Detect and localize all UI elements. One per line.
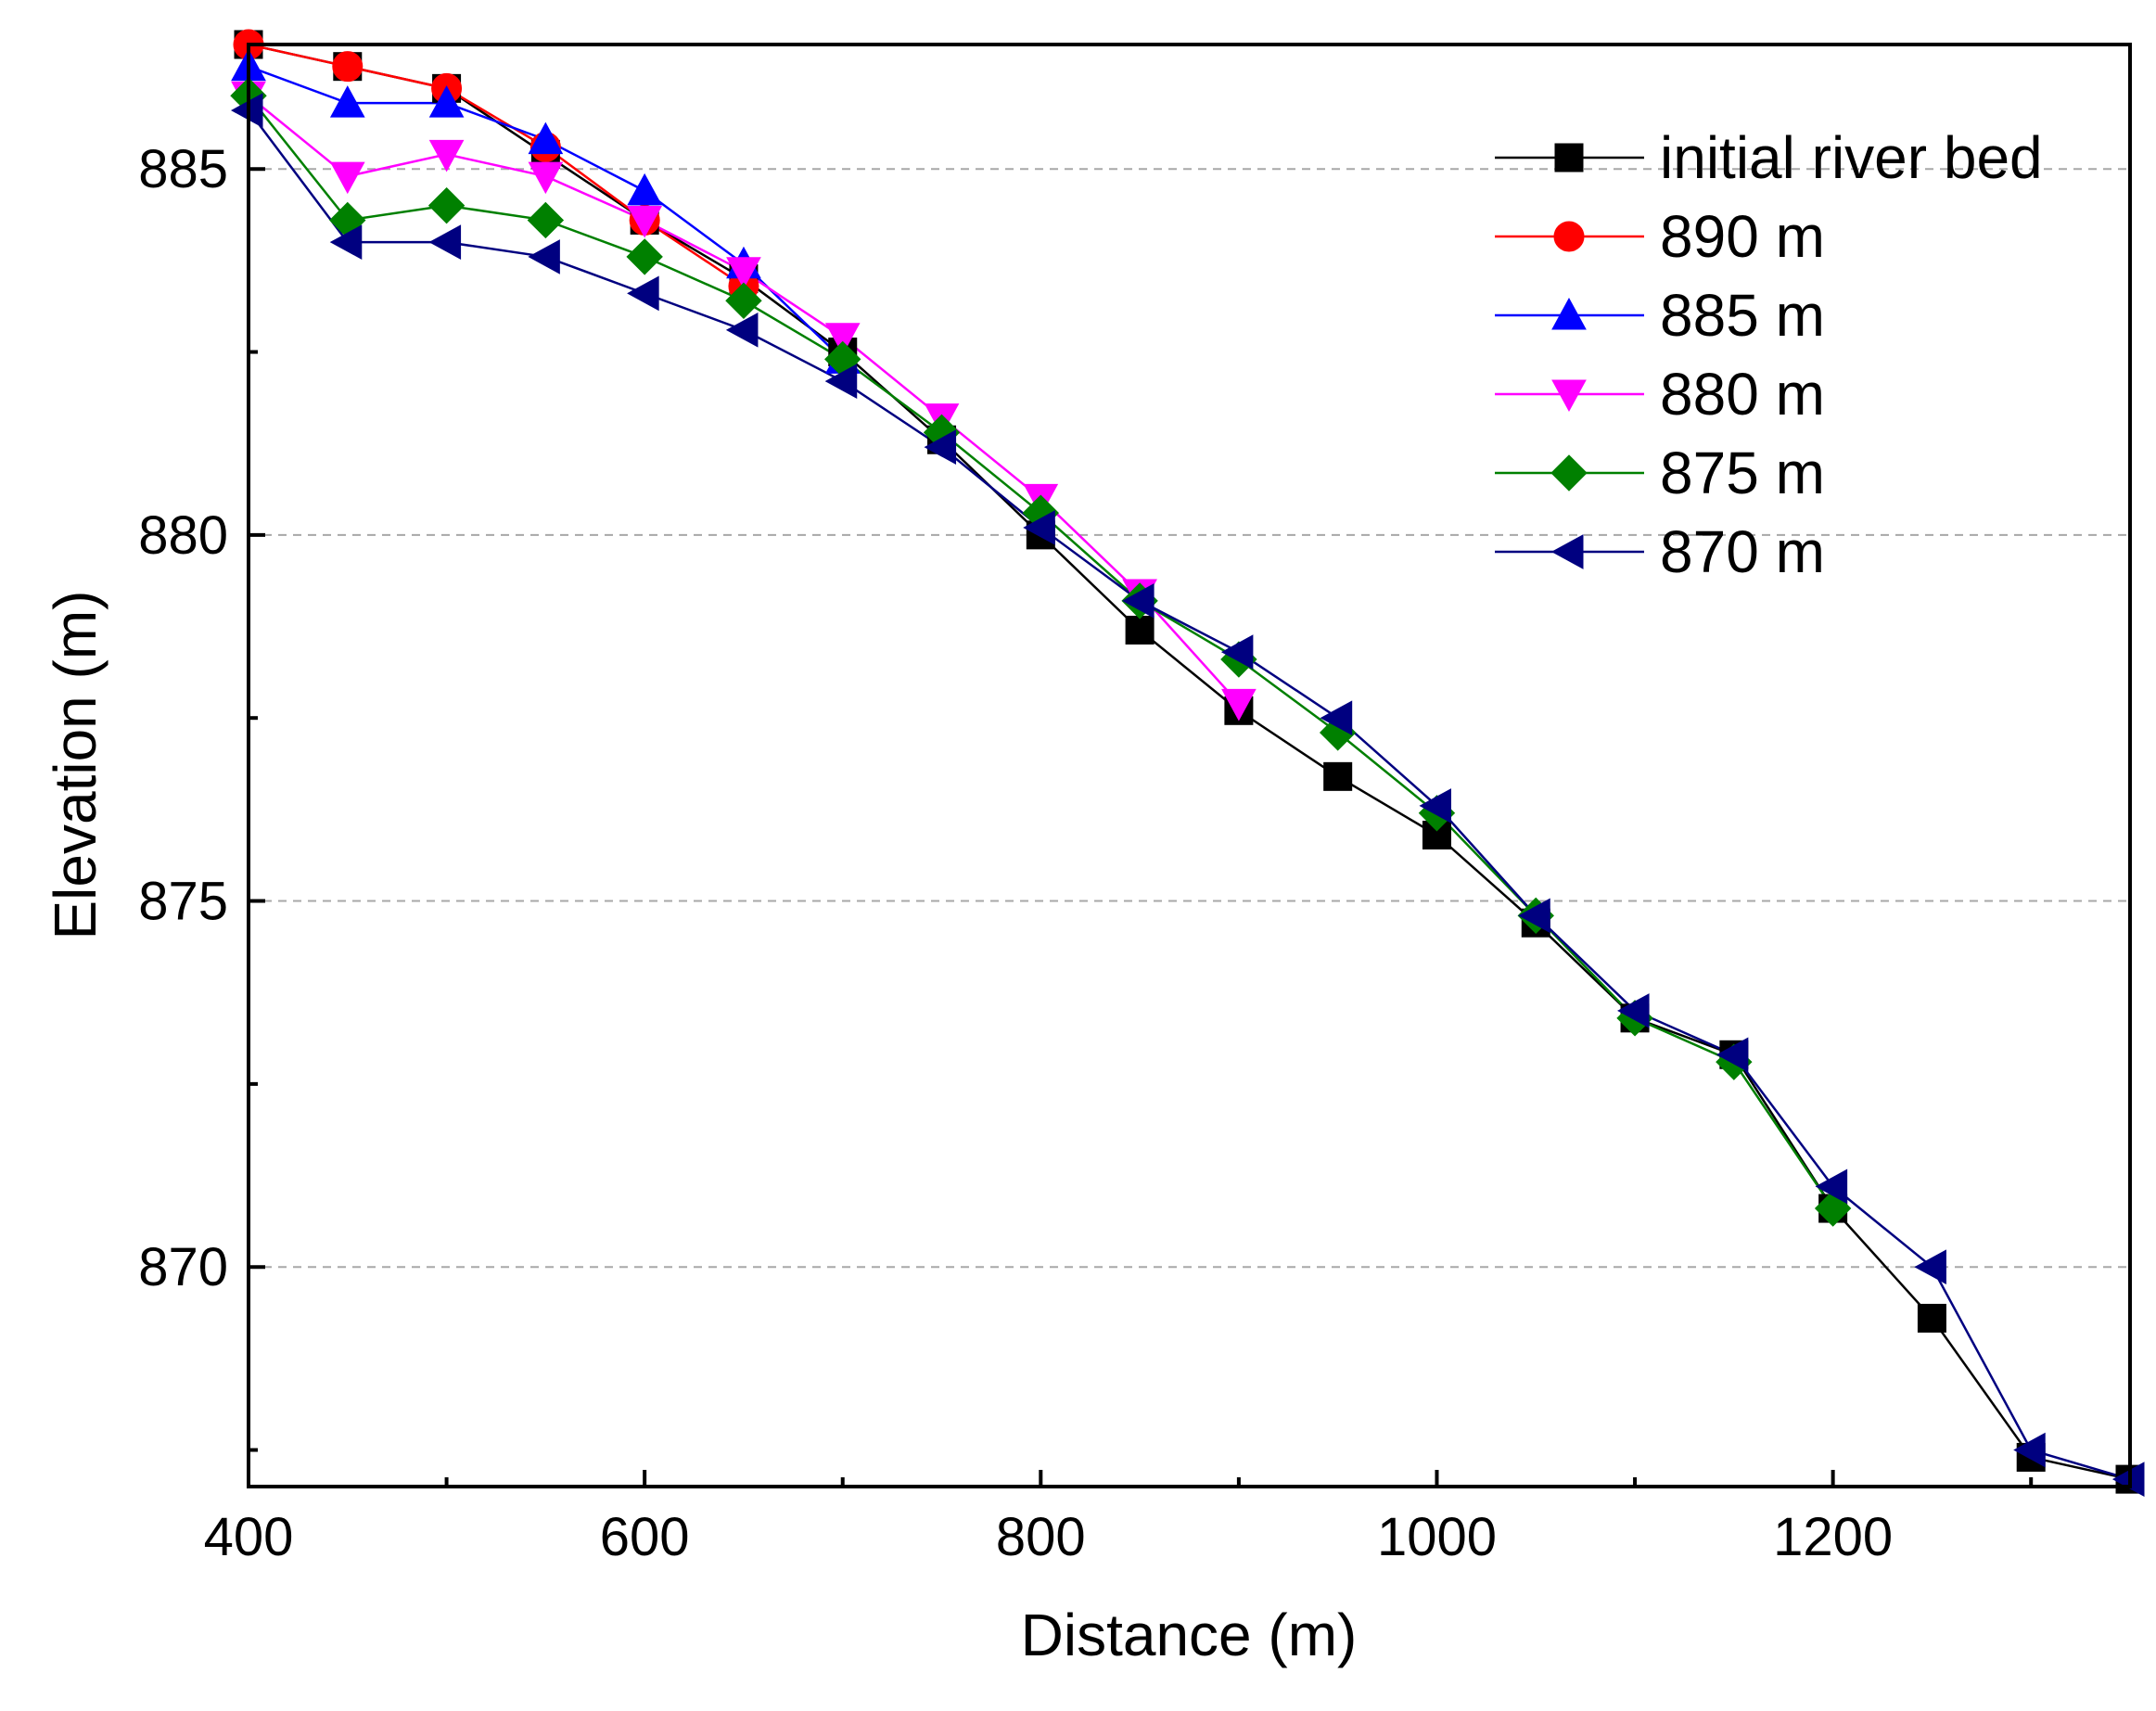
legend-label: 890 m (1660, 203, 1825, 270)
series-line-3 (249, 95, 1240, 705)
data-point (427, 186, 466, 224)
data-point (428, 139, 465, 172)
data-point (627, 275, 659, 312)
data-point (1617, 993, 1650, 1028)
data-point (1716, 1037, 1749, 1073)
data-point (528, 239, 560, 275)
legend: initial river bed 890 m 885 m 880 m 875 m 870… (1495, 124, 2043, 585)
series-line-1 (249, 45, 745, 287)
data-point (824, 323, 861, 355)
marker-layer (230, 29, 2145, 1497)
legend-item: 870 m (1495, 518, 1825, 585)
data-point (1419, 788, 1451, 824)
series-line-5 (249, 109, 2130, 1481)
legend-item: 885 m (1495, 282, 1825, 349)
legend-marker (1551, 297, 1587, 330)
axis-ticks (247, 167, 2034, 1487)
data-point (329, 161, 365, 195)
data-point (626, 238, 663, 275)
data-point (1323, 761, 1353, 791)
legend-item: initial river bed (1495, 124, 2043, 191)
legend-label: 875 m (1660, 440, 1825, 506)
series-markers-5 (230, 93, 2145, 1497)
data-point (528, 161, 564, 195)
legend-item: 880 m (1495, 361, 1825, 428)
data-point (428, 224, 462, 260)
data-point (1914, 1249, 1946, 1285)
data-point (1220, 634, 1254, 670)
series-line-4 (249, 95, 1834, 1209)
data-point (627, 205, 663, 238)
data-point (1122, 583, 1155, 619)
x-tick-label: 800 (996, 1507, 1086, 1567)
legend-label: 870 m (1660, 518, 1825, 585)
y-tick-label: 885 (138, 139, 228, 199)
data-point (725, 313, 759, 348)
data-point (726, 257, 761, 289)
data-point (332, 51, 364, 83)
data-point (1125, 615, 1155, 645)
legend-marker (1553, 221, 1585, 252)
legend-marker (1551, 379, 1587, 413)
data-point (329, 224, 363, 260)
series-line-0 (249, 45, 2130, 1481)
series-markers-4 (230, 77, 1852, 1227)
gridlines (249, 168, 2130, 1269)
x-axis-title: Distance (m) (1021, 1602, 1358, 1668)
x-tick-label: 1000 (1377, 1507, 1497, 1567)
data-point (627, 172, 663, 206)
x-tick-label: 1200 (1773, 1507, 1893, 1567)
data-point (1221, 688, 1257, 721)
series-layer (249, 45, 2130, 1481)
data-point (1320, 700, 1353, 736)
legend-marker (1550, 454, 1588, 492)
legend-item: 890 m (1495, 203, 1825, 270)
legend-label: 880 m (1660, 361, 1825, 428)
data-point (824, 364, 858, 399)
legend-item: 875 m (1495, 440, 1825, 506)
data-point (527, 201, 565, 239)
series-markers-0 (234, 30, 2145, 1494)
legend-marker (1550, 534, 1584, 569)
y-axis-title: Elevation (m) (42, 591, 108, 940)
legend-label: initial river bed (1660, 124, 2043, 191)
y-tick-label: 880 (138, 505, 228, 566)
data-point (528, 121, 564, 155)
series-markers-3 (231, 81, 1257, 721)
data-point (2013, 1432, 2046, 1468)
data-point (924, 429, 957, 465)
data-point (1917, 1303, 1946, 1333)
legend-marker (1554, 143, 1584, 172)
data-point (1815, 1168, 1848, 1205)
legend-label: 885 m (1660, 282, 1825, 349)
data-point (1023, 510, 1055, 545)
y-tick-label: 875 (138, 872, 228, 932)
data-point (428, 85, 465, 118)
x-tick-label: 400 (204, 1507, 294, 1567)
data-point (329, 85, 365, 118)
x-tick-label: 600 (600, 1507, 690, 1567)
y-tick-label: 870 (138, 1237, 228, 1297)
data-point (725, 282, 762, 319)
axis-tick-labels: 870 875 880 885 400 600 800 1000 1200 (138, 139, 1893, 1567)
data-point (1518, 898, 1550, 934)
plot-area-frame (247, 43, 2132, 1488)
